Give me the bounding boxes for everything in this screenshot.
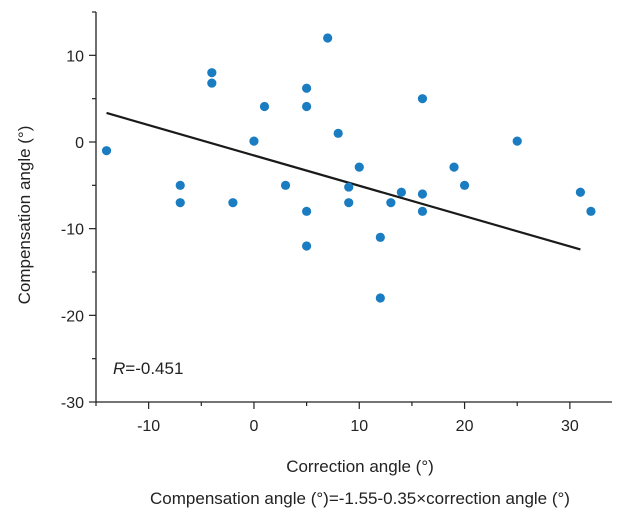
data-point — [323, 33, 333, 43]
data-point — [175, 198, 185, 208]
data-point — [302, 206, 312, 216]
y-tick-label: -20 — [61, 308, 84, 325]
data-point — [228, 198, 238, 208]
regression-line-group — [106, 111, 581, 251]
x-tick-label: 20 — [456, 418, 474, 435]
x-tick-label: 10 — [350, 418, 368, 435]
data-point — [417, 206, 428, 216]
r-symbol: R — [113, 359, 125, 378]
data-point — [386, 198, 396, 208]
data-point — [586, 206, 596, 216]
data-point — [302, 83, 312, 93]
correlation-annotation: R=-0.451 — [113, 359, 183, 378]
axes — [95, 12, 612, 403]
data-point — [375, 293, 385, 303]
regression-line — [106, 111, 581, 251]
data-point — [302, 101, 312, 112]
y-tick-label: 0 — [75, 135, 84, 152]
data-point — [344, 198, 354, 208]
x-tick-label: -10 — [137, 418, 160, 435]
data-point — [417, 189, 428, 199]
y-tick-label: -30 — [61, 395, 84, 412]
data-point — [575, 187, 586, 197]
data-point — [207, 78, 217, 88]
y-tick-label: -10 — [61, 222, 84, 239]
y-axis-title: Compensation angle (°) — [15, 126, 34, 305]
data-point — [417, 94, 428, 104]
data-point — [175, 180, 185, 190]
data-point — [375, 232, 385, 242]
r-value: =-0.451 — [125, 359, 183, 378]
data-point — [354, 162, 364, 172]
data-point — [101, 146, 112, 156]
x-axis-title: Correction angle (°) — [286, 457, 434, 476]
data-point — [259, 101, 270, 112]
data-point — [512, 136, 522, 146]
data-point — [280, 180, 291, 190]
data-point — [449, 162, 459, 172]
data-point — [344, 182, 354, 192]
regression-equation: Compensation angle (°)=-1.55-0.35×correc… — [150, 489, 570, 508]
x-tick-label: 30 — [561, 418, 579, 435]
y-axis-ticks: -30 -20 -10 0 10 — [61, 11, 96, 412]
data-points — [101, 33, 596, 303]
data-point — [396, 187, 406, 197]
data-point — [249, 136, 259, 146]
x-axis-ticks: -10 0 10 20 30 — [95, 402, 579, 435]
data-point — [302, 241, 312, 251]
x-tick-label: 0 — [250, 418, 259, 435]
data-point — [459, 180, 470, 190]
data-point — [207, 68, 217, 78]
data-point — [333, 128, 343, 138]
y-tick-label: 10 — [66, 48, 84, 65]
